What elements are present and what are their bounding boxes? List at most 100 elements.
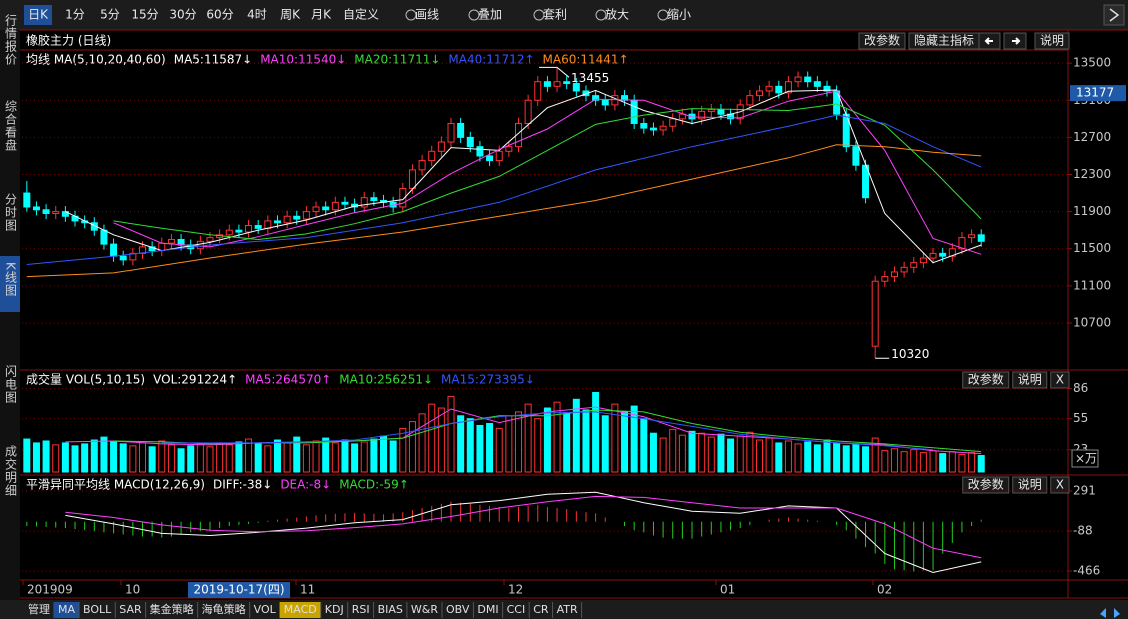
toolbar-button[interactable]: 自定义: [343, 7, 379, 22]
panel-button-bg[interactable]: [962, 371, 1010, 389]
panel-button[interactable]: X: [1056, 373, 1064, 387]
candle-body: [659, 125, 667, 131]
panel-button[interactable]: 说明: [1040, 33, 1064, 48]
volume-bar: [630, 405, 638, 473]
volume-bar: [90, 439, 98, 473]
toolbar-button[interactable]: 4时: [247, 8, 267, 22]
candle-body: [331, 201, 339, 211]
volume-bar: [322, 437, 330, 473]
panel-button-bg[interactable]: [1012, 371, 1048, 389]
indicator-tab[interactable]: RSI: [352, 603, 370, 616]
indicator-tab[interactable]: CR: [533, 603, 549, 616]
scroll-arrows[interactable]: [1100, 608, 1120, 618]
panel-button[interactable]: 改参数: [864, 33, 900, 48]
sidebar-tab[interactable]: 成交明细: [4, 445, 18, 497]
volume-bar: [842, 445, 850, 473]
volume-bar: [775, 442, 783, 473]
toolbar-button[interactable]: 缩小: [667, 7, 691, 22]
panel-button-bg[interactable]: [858, 32, 906, 50]
toolbar-button[interactable]: 放大: [605, 7, 629, 22]
toolbar-button[interactable]: 日K: [28, 8, 49, 22]
candle-body: [640, 122, 648, 129]
volume-bar: [669, 428, 677, 473]
sidebar-tab[interactable]: 行情报价: [4, 14, 18, 66]
toolbar-button[interactable]: 周K: [280, 8, 301, 22]
indicator-tab[interactable]: MA: [58, 603, 75, 616]
toolbar-button[interactable]: 30分: [169, 8, 196, 22]
sidebar-tab[interactable]: 综合看盘: [4, 100, 18, 152]
toolbar-button[interactable]: 15分: [131, 8, 158, 22]
volume-bar: [351, 443, 359, 473]
indicator-tab[interactable]: VOL: [254, 603, 277, 616]
volume-bar: [910, 449, 918, 473]
candle-body: [813, 81, 821, 87]
panel-button-bg[interactable]: [1012, 476, 1048, 494]
sidebar-tab[interactable]: K线图: [4, 262, 18, 297]
indicator-tab[interactable]: BIAS: [378, 603, 403, 616]
indicator-tab[interactable]: DMI: [477, 603, 498, 616]
ma-line: [113, 90, 982, 255]
toolbar-button[interactable]: 叠加: [478, 8, 502, 22]
toolbar-button[interactable]: 月K: [311, 8, 332, 22]
indicator-tab[interactable]: KDJ: [325, 603, 344, 616]
panel-button-bg[interactable]: [1050, 371, 1070, 389]
indicator-tab[interactable]: OBV: [446, 603, 470, 616]
candle-body: [553, 81, 561, 87]
last-price-box: [1070, 85, 1126, 102]
indicator-tab[interactable]: 集金策略: [150, 602, 194, 616]
volume-bar: [659, 437, 667, 473]
indicator-tab[interactable]: SAR: [119, 603, 142, 616]
toolbar-button[interactable]: 套利: [543, 8, 567, 22]
sidebar-bg: [0, 30, 20, 600]
candle-body: [852, 146, 860, 166]
candle-body: [196, 240, 204, 250]
panel-button-bg[interactable]: [908, 32, 980, 50]
indicator-tab[interactable]: CCI: [507, 603, 526, 616]
volume-bar: [601, 415, 609, 473]
y-tick-label: 11900: [1073, 204, 1111, 218]
candle-body: [784, 81, 792, 94]
volume-bar: [688, 430, 696, 473]
panel-button-bg[interactable]: [1034, 32, 1070, 50]
toolbar-button[interactable]: 60分: [206, 8, 233, 22]
panel-button-bg[interactable]: [962, 476, 1010, 494]
toolbar-button[interactable]: 画线: [415, 8, 439, 22]
panel-button-bg[interactable]: [1050, 476, 1070, 494]
indicator-tab[interactable]: MACD: [284, 603, 317, 616]
panel-button[interactable]: 改参数: [968, 372, 1004, 387]
indicator-tab[interactable]: W&R: [411, 603, 438, 616]
candle-body: [756, 90, 764, 97]
sidebar-tab[interactable]: 分时图: [4, 193, 18, 232]
panel-button[interactable]: X: [1056, 478, 1064, 492]
candle-body: [447, 122, 455, 143]
panel-button[interactable]: 隐藏主指标: [914, 33, 974, 48]
volume-bar: [380, 435, 388, 473]
panel-button[interactable]: 说明: [1018, 477, 1042, 492]
volume-bar: [621, 411, 629, 473]
candle-body: [254, 225, 262, 229]
toolbar-button[interactable]: 5分: [100, 8, 120, 22]
toolbar-scroll[interactable]: [1103, 4, 1125, 26]
volume-bar: [312, 440, 320, 473]
arrow-icon: [1109, 8, 1120, 22]
volume-bar: [254, 443, 262, 473]
volume-bar: [698, 432, 706, 473]
toolbar-button[interactable]: 1分: [65, 8, 85, 22]
volume-bar: [428, 403, 436, 473]
panel-button[interactable]: 改参数: [968, 477, 1004, 492]
candle-body: [524, 99, 532, 124]
sidebar-tab[interactable]: 闪电图: [4, 365, 18, 404]
candle-body: [919, 257, 927, 264]
volume-bar: [833, 442, 841, 473]
candle-body: [283, 215, 291, 224]
candle-body: [100, 229, 108, 245]
panel-button[interactable]: 说明: [1018, 372, 1042, 387]
candle-body: [505, 146, 513, 152]
indicator-tab[interactable]: ATR: [557, 603, 578, 616]
volume-bar: [225, 444, 233, 473]
indicator-tab[interactable]: BOLL: [83, 603, 112, 616]
indicator-tab[interactable]: 管理: [28, 602, 50, 616]
indicator-tab[interactable]: 海龟策略: [202, 602, 246, 616]
volume-bar: [505, 415, 513, 473]
volume-bar: [900, 451, 908, 473]
